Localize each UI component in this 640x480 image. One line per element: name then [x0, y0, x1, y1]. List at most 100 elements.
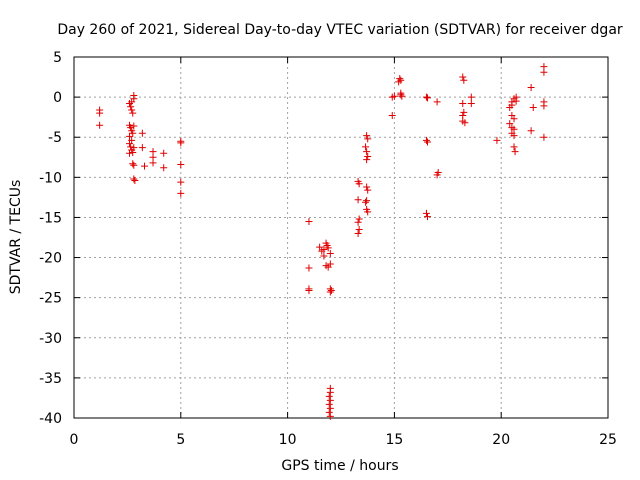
data-point: [177, 139, 185, 147]
data-point: [354, 218, 362, 226]
data-point: [390, 92, 398, 100]
x-tick-label: 15: [385, 432, 403, 448]
y-tick-label: -15: [39, 210, 62, 226]
data-point: [540, 68, 548, 76]
data-point: [461, 119, 469, 127]
data-points: [96, 63, 548, 420]
data-point: [326, 404, 334, 412]
y-tick-label: -25: [39, 291, 62, 307]
data-point: [512, 97, 520, 105]
data-point: [128, 98, 136, 106]
data-point: [527, 127, 535, 135]
x-tick-label: 0: [70, 432, 79, 448]
data-point: [326, 260, 334, 268]
data-point: [424, 138, 432, 146]
data-point: [129, 160, 137, 168]
data-point: [396, 75, 404, 83]
data-point: [527, 83, 535, 91]
data-point: [327, 286, 335, 294]
data-point: [96, 121, 104, 129]
data-point: [355, 215, 363, 223]
data-point: [422, 136, 430, 144]
x-axis-label: GPS time / hours: [281, 458, 398, 474]
data-point: [131, 177, 139, 185]
data-point: [422, 209, 430, 217]
data-point: [305, 217, 313, 225]
data-point: [397, 76, 405, 84]
y-tick-label: 5: [53, 50, 62, 66]
data-point: [364, 152, 372, 160]
data-point: [398, 92, 406, 100]
data-point: [397, 89, 405, 97]
plot-frame: [73, 56, 609, 419]
data-point: [305, 286, 313, 294]
data-point: [510, 132, 518, 140]
data-point: [388, 112, 396, 120]
data-point: [177, 189, 185, 197]
y-tick-label: -30: [39, 331, 62, 347]
data-point: [364, 135, 372, 143]
data-point: [363, 183, 371, 191]
data-point: [96, 109, 104, 117]
data-point: [506, 120, 514, 128]
data-point: [126, 149, 134, 157]
y-tick-label: -40: [39, 411, 62, 427]
data-point: [130, 144, 138, 152]
data-point: [325, 408, 333, 416]
data-point: [510, 115, 518, 123]
data-point: [326, 250, 334, 258]
y-tick-label: -5: [48, 130, 62, 146]
data-point: [364, 208, 372, 216]
data-point: [320, 246, 328, 254]
data-point: [459, 73, 467, 81]
data-point: [540, 102, 548, 110]
data-point: [128, 106, 136, 114]
y-tick-label: -35: [39, 371, 62, 387]
data-point: [326, 288, 334, 296]
data-point: [362, 143, 370, 151]
data-point: [130, 175, 138, 183]
y-tick-label: 0: [53, 90, 62, 106]
data-point: [325, 392, 333, 400]
data-point: [511, 148, 519, 156]
data-point: [160, 164, 168, 172]
y-tick-label: -20: [39, 251, 62, 267]
data-point: [316, 243, 324, 251]
data-point: [138, 144, 146, 152]
data-point: [305, 264, 313, 272]
data-point: [140, 162, 148, 170]
data-point: [355, 180, 363, 188]
y-tick-label: -10: [39, 170, 62, 186]
data-point: [422, 93, 430, 101]
data-point: [363, 197, 371, 205]
data-point: [326, 412, 334, 420]
data-point: [424, 94, 432, 102]
data-point: [326, 388, 334, 396]
data-point: [130, 122, 138, 130]
data-point: [364, 186, 372, 194]
data-point: [433, 171, 441, 179]
data-point: [130, 161, 138, 169]
data-point: [160, 149, 168, 157]
data-point: [126, 132, 134, 140]
data-point: [323, 242, 331, 250]
data-point: [127, 143, 135, 151]
chart-title: Day 260 of 2021, Sidereal Day-to-day VTE…: [57, 22, 623, 38]
data-point: [362, 198, 370, 206]
data-point: [460, 76, 468, 84]
data-point: [510, 143, 518, 151]
axis-ticks: 0 5 10 15 20 25 5 0 -5 -10 -15 -20 -25 -30 -35 -40: [39, 50, 617, 448]
grid: [74, 57, 608, 418]
data-point: [424, 213, 432, 221]
data-point: [529, 104, 537, 112]
data-point: [177, 178, 185, 186]
data-point: [149, 159, 157, 167]
data-point: [510, 125, 518, 133]
data-point: [433, 98, 441, 106]
data-point: [493, 136, 501, 144]
x-tick-label: 10: [279, 432, 297, 448]
data-point: [129, 148, 137, 156]
data-point: [540, 133, 548, 141]
data-point: [363, 148, 371, 156]
data-point: [127, 124, 135, 132]
